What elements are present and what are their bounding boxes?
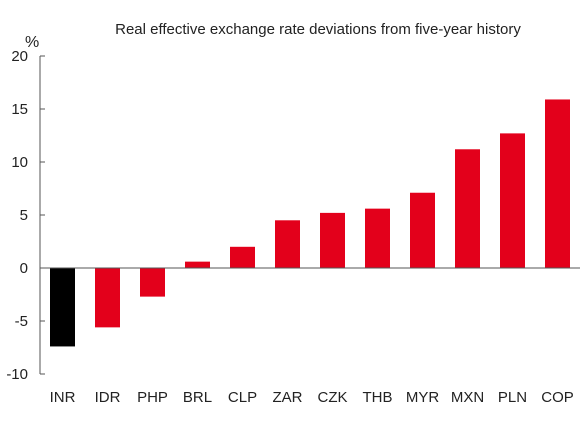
- y-axis: 20 15 10 5 0 -5 -10: [6, 48, 45, 383]
- bar-cop: [545, 99, 570, 269]
- bar-clp: [230, 246, 255, 268]
- chart-title: Real effective exchange rate deviations …: [115, 21, 521, 38]
- x-tick-label: ZAR: [273, 389, 303, 406]
- x-tick-label: THB: [363, 389, 393, 406]
- y-axis-unit-label: %: [25, 34, 39, 51]
- bar-brl: [185, 261, 210, 268]
- y-tick-label: 5: [20, 207, 28, 224]
- y-tick-label: -10: [6, 366, 28, 383]
- bar-myr: [410, 192, 435, 268]
- y-tick-label: 0: [20, 260, 28, 277]
- x-tick-label: PHP: [137, 389, 168, 406]
- x-tick-label: MXN: [451, 389, 484, 406]
- bar-czk: [320, 212, 345, 268]
- x-tick-label: COP: [541, 389, 574, 406]
- x-tick-label: BRL: [183, 389, 212, 406]
- x-axis: INR IDR PHP BRL CLP ZAR CZK THB MYR MXN PLN COP: [40, 267, 580, 406]
- y-tick-label: -5: [15, 313, 28, 330]
- x-tick-label: MYR: [406, 389, 440, 406]
- bar-zar: [275, 220, 300, 268]
- x-tick-label: CLP: [228, 389, 257, 406]
- bars-group: [50, 99, 570, 347]
- bar-idr: [95, 268, 120, 328]
- bar-inr: [50, 268, 75, 347]
- bar-thb: [365, 208, 390, 268]
- bar-php: [140, 268, 165, 297]
- x-tick-label: PLN: [498, 389, 527, 406]
- y-tick-label: 15: [11, 101, 28, 118]
- x-tick-label: CZK: [318, 389, 348, 406]
- x-tick-label: IDR: [95, 389, 121, 406]
- bar-mxn: [455, 149, 480, 268]
- y-tick-label: 10: [11, 154, 28, 171]
- bar-pln: [500, 133, 525, 268]
- y-tick-label: 20: [11, 48, 28, 65]
- x-tick-label: INR: [50, 389, 76, 406]
